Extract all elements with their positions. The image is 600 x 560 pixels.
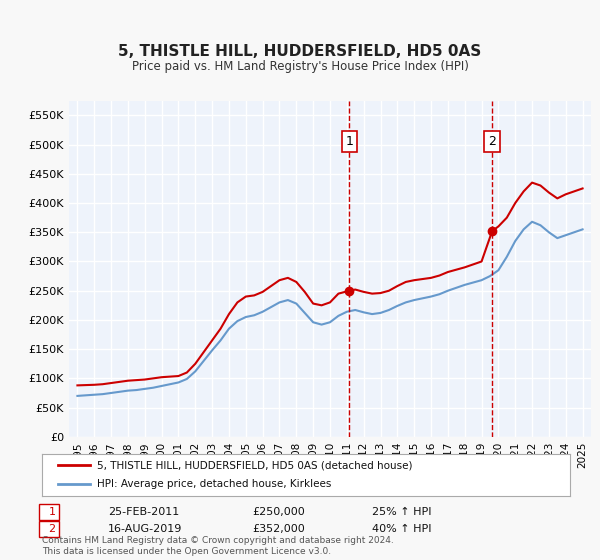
Text: 1: 1 — [42, 507, 56, 517]
Text: Contains HM Land Registry data © Crown copyright and database right 2024.
This d: Contains HM Land Registry data © Crown c… — [42, 536, 394, 556]
Text: 5, THISTLE HILL, HUDDERSFIELD, HD5 0AS: 5, THISTLE HILL, HUDDERSFIELD, HD5 0AS — [118, 44, 482, 59]
Text: 1: 1 — [346, 135, 353, 148]
Text: 2: 2 — [42, 524, 56, 534]
Text: 40% ↑ HPI: 40% ↑ HPI — [372, 524, 431, 534]
Text: £352,000: £352,000 — [252, 524, 305, 534]
Text: HPI: Average price, detached house, Kirklees: HPI: Average price, detached house, Kirk… — [97, 479, 332, 489]
Text: 16-AUG-2019: 16-AUG-2019 — [108, 524, 182, 534]
Text: Price paid vs. HM Land Registry's House Price Index (HPI): Price paid vs. HM Land Registry's House … — [131, 60, 469, 73]
Text: £250,000: £250,000 — [252, 507, 305, 517]
Text: 2: 2 — [488, 135, 496, 148]
Text: 5, THISTLE HILL, HUDDERSFIELD, HD5 0AS (detached house): 5, THISTLE HILL, HUDDERSFIELD, HD5 0AS (… — [97, 460, 413, 470]
Text: 25-FEB-2011: 25-FEB-2011 — [108, 507, 179, 517]
Text: 25% ↑ HPI: 25% ↑ HPI — [372, 507, 431, 517]
